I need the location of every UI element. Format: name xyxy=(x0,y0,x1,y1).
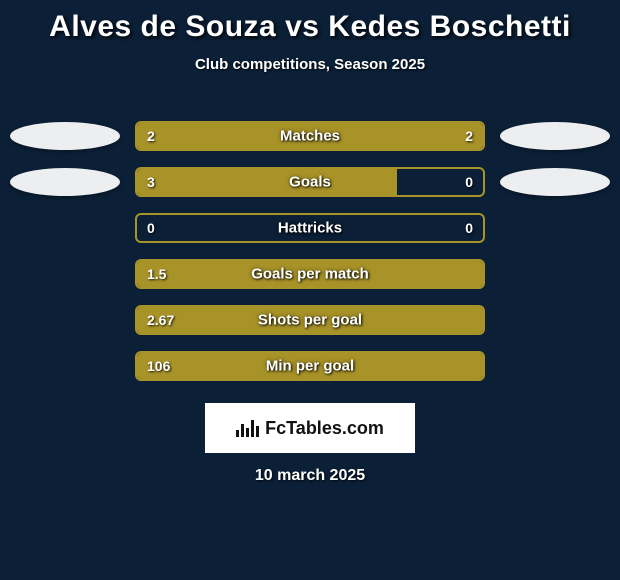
stat-value-left: 0 xyxy=(147,220,155,236)
stat-bar: 106 Min per goal xyxy=(135,351,485,381)
flag-slot-left xyxy=(5,213,125,243)
page-subtitle: Club competitions, Season 2025 xyxy=(0,56,620,73)
page-title: Alves de Souza vs Kedes Boschetti xyxy=(0,0,620,44)
stat-value-left: 1.5 xyxy=(147,266,166,282)
stat-label: Goals per match xyxy=(251,266,369,283)
flag-slot-right xyxy=(495,259,615,289)
stat-label: Min per goal xyxy=(266,358,354,375)
stat-value-left: 106 xyxy=(147,358,170,374)
stat-value-right: 2 xyxy=(465,128,473,144)
stat-label: Hattricks xyxy=(278,220,342,237)
stat-row: 0 0 Hattricks xyxy=(0,205,620,251)
flag-right xyxy=(500,122,610,150)
stat-label: Shots per goal xyxy=(258,312,362,329)
bars-icon xyxy=(236,419,259,437)
stat-label: Goals xyxy=(289,174,331,191)
stat-bar: 3 0 Goals xyxy=(135,167,485,197)
brand-text: FcTables.com xyxy=(265,418,384,439)
flag-slot-left xyxy=(5,259,125,289)
flag-left xyxy=(10,122,120,150)
stat-bar: 1.5 Goals per match xyxy=(135,259,485,289)
flag-right xyxy=(500,168,610,196)
flag-slot-left xyxy=(5,121,125,151)
stat-bar: 2.67 Shots per goal xyxy=(135,305,485,335)
flag-slot-left xyxy=(5,351,125,381)
stat-row: 2.67 Shots per goal xyxy=(0,297,620,343)
flag-slot-left xyxy=(5,305,125,335)
brand-badge: FcTables.com xyxy=(205,403,415,453)
stats-container: 2 2 Matches 3 0 Goals 0 0 Hattricks 1.5 Goals per … xyxy=(0,113,620,389)
flag-left xyxy=(10,168,120,196)
stat-bar: 2 2 Matches xyxy=(135,121,485,151)
stat-value-right: 0 xyxy=(465,174,473,190)
stat-row: 106 Min per goal xyxy=(0,343,620,389)
stat-value-right: 0 xyxy=(465,220,473,236)
flag-slot-right xyxy=(495,213,615,243)
stat-label: Matches xyxy=(280,128,340,145)
stat-row: 3 0 Goals xyxy=(0,159,620,205)
flag-slot-right xyxy=(495,121,615,151)
stat-value-left: 2.67 xyxy=(147,312,174,328)
stat-value-left: 3 xyxy=(147,174,155,190)
stat-row: 1.5 Goals per match xyxy=(0,251,620,297)
flag-slot-right xyxy=(495,305,615,335)
flag-slot-right xyxy=(495,351,615,381)
flag-slot-left xyxy=(5,167,125,197)
bar-fill-left xyxy=(137,169,397,195)
page-date: 10 march 2025 xyxy=(0,467,620,485)
stat-row: 2 2 Matches xyxy=(0,113,620,159)
stat-value-left: 2 xyxy=(147,128,155,144)
flag-slot-right xyxy=(495,167,615,197)
stat-bar: 0 0 Hattricks xyxy=(135,213,485,243)
